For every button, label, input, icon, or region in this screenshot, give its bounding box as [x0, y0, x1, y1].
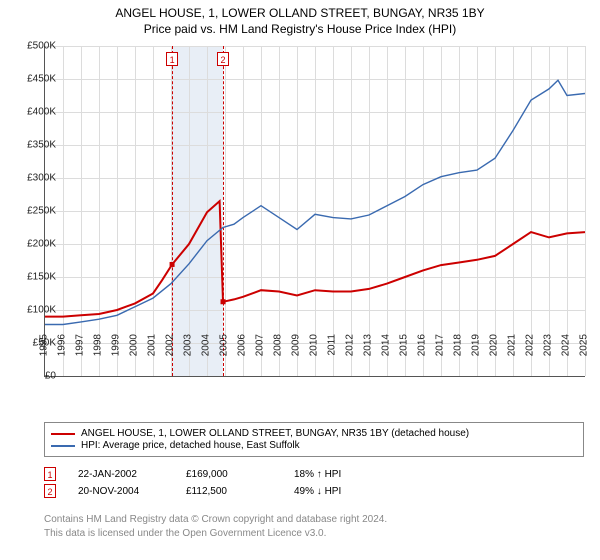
- x-axis-label: 1995: [39, 334, 50, 356]
- x-axis-label: 2011: [327, 334, 338, 356]
- legend-swatch: [51, 445, 75, 447]
- x-axis-label: 2004: [201, 334, 212, 356]
- x-axis-label: 2017: [435, 334, 446, 356]
- footer-line-2: This data is licensed under the Open Gov…: [44, 527, 387, 541]
- transaction-table: 1 22-JAN-2002 £169,000 18% ↑ HPI 2 20-NOV-200…: [44, 464, 364, 501]
- title-line-2: Price paid vs. HM Land Registry's House …: [0, 22, 600, 36]
- legend-row: ANGEL HOUSE, 1, LOWER OLLAND STREET, BUN…: [51, 428, 577, 439]
- x-axis-label: 2001: [147, 334, 158, 356]
- x-axis-label: 2015: [399, 334, 410, 356]
- y-axis-label: £400K: [27, 107, 56, 118]
- x-axis-label: 2024: [561, 334, 572, 356]
- x-axis-label: 2000: [129, 334, 140, 356]
- x-axis-label: 2022: [525, 334, 536, 356]
- x-axis-label: 1999: [111, 334, 122, 356]
- x-axis-label: 2006: [237, 334, 248, 356]
- series-red: [45, 201, 585, 317]
- y-axis-label: £150K: [27, 272, 56, 283]
- footer-line-1: Contains HM Land Registry data © Crown c…: [44, 513, 387, 527]
- x-axis-label: 2023: [543, 334, 554, 356]
- data-point-marker: [170, 262, 175, 267]
- transaction-date: 22-JAN-2002: [78, 469, 164, 480]
- transaction-row: 2 20-NOV-2004 £112,500 49% ↓ HPI: [44, 484, 364, 498]
- x-axis-label: 2007: [255, 334, 266, 356]
- legend-label: ANGEL HOUSE, 1, LOWER OLLAND STREET, BUN…: [81, 428, 469, 439]
- figure-container: ANGEL HOUSE, 1, LOWER OLLAND STREET, BUN…: [0, 0, 600, 560]
- x-axis-label: 2003: [183, 334, 194, 356]
- title-block: ANGEL HOUSE, 1, LOWER OLLAND STREET, BUN…: [0, 0, 600, 36]
- x-axis-label: 2005: [219, 334, 230, 356]
- transaction-price: £112,500: [186, 486, 272, 497]
- x-axis-label: 2013: [363, 334, 374, 356]
- x-axis-label: 2012: [345, 334, 356, 356]
- x-axis-label: 2025: [579, 334, 590, 356]
- transaction-hpi-delta: 49% ↓ HPI: [294, 486, 364, 497]
- y-axis-label: £450K: [27, 74, 56, 85]
- y-axis-label: £300K: [27, 173, 56, 184]
- gridline-v: [585, 46, 586, 376]
- chart-marker: 2: [217, 52, 229, 66]
- legend-row: HPI: Average price, detached house, East…: [51, 440, 577, 451]
- line-chart: 12: [44, 46, 585, 377]
- legend-box: ANGEL HOUSE, 1, LOWER OLLAND STREET, BUN…: [44, 422, 584, 457]
- transaction-hpi-delta: 18% ↑ HPI: [294, 469, 364, 480]
- y-axis-label: £500K: [27, 41, 56, 52]
- y-axis-label: £200K: [27, 239, 56, 250]
- footer-attribution: Contains HM Land Registry data © Crown c…: [44, 513, 387, 540]
- chart-svg: [45, 46, 585, 376]
- x-axis-label: 2010: [309, 334, 320, 356]
- x-axis-label: 1998: [93, 334, 104, 356]
- series-blue: [45, 80, 585, 324]
- transaction-date: 20-NOV-2004: [78, 486, 164, 497]
- chart-marker: 1: [166, 52, 178, 66]
- transaction-row: 1 22-JAN-2002 £169,000 18% ↑ HPI: [44, 467, 364, 481]
- x-axis-label: 1997: [75, 334, 86, 356]
- data-point-marker: [221, 299, 226, 304]
- x-axis-label: 2008: [273, 334, 284, 356]
- x-axis-label: 2020: [489, 334, 500, 356]
- y-axis-label: £0: [45, 371, 56, 382]
- transaction-marker: 2: [44, 484, 56, 498]
- y-axis-label: £350K: [27, 140, 56, 151]
- transaction-price: £169,000: [186, 469, 272, 480]
- x-axis-label: 2002: [165, 334, 176, 356]
- y-axis-label: £100K: [27, 305, 56, 316]
- y-axis-label: £250K: [27, 206, 56, 217]
- x-axis-label: 2009: [291, 334, 302, 356]
- x-axis-label: 2016: [417, 334, 428, 356]
- x-axis-label: 2019: [471, 334, 482, 356]
- transaction-marker: 1: [44, 467, 56, 481]
- title-line-1: ANGEL HOUSE, 1, LOWER OLLAND STREET, BUN…: [0, 6, 600, 20]
- legend-label: HPI: Average price, detached house, East…: [81, 440, 300, 451]
- x-axis-label: 1996: [57, 334, 68, 356]
- legend-swatch: [51, 433, 75, 435]
- x-axis-label: 2014: [381, 334, 392, 356]
- x-axis-label: 2018: [453, 334, 464, 356]
- x-axis-label: 2021: [507, 334, 518, 356]
